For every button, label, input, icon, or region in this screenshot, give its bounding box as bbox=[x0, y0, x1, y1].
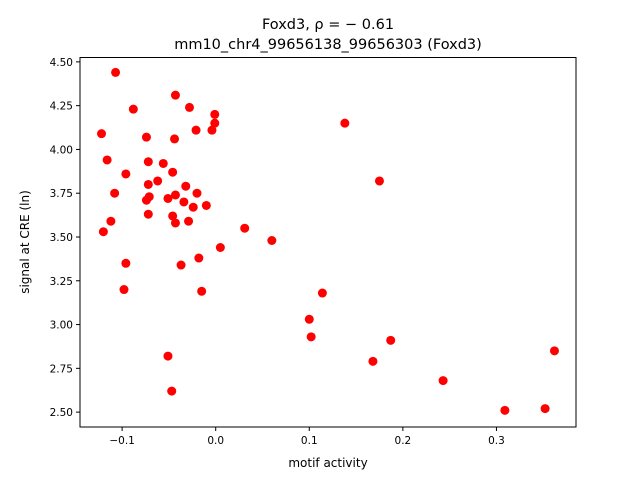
scatter-point bbox=[170, 218, 180, 228]
scatter-point bbox=[207, 125, 217, 135]
x-tick-label: 0.1 bbox=[301, 435, 318, 447]
scatter-point bbox=[368, 356, 378, 366]
y-tick-label: 4.50 bbox=[50, 57, 73, 69]
scatter-point bbox=[215, 243, 225, 253]
scatter-point bbox=[194, 253, 204, 263]
scatter-point bbox=[158, 158, 168, 168]
scatter-point bbox=[181, 181, 191, 191]
scatter-point bbox=[167, 386, 177, 396]
scatter-point bbox=[141, 195, 151, 205]
y-tick-label: 2.75 bbox=[50, 363, 73, 375]
scatter-point bbox=[500, 405, 510, 415]
scatter-point bbox=[306, 332, 316, 342]
scatter-point bbox=[97, 129, 107, 139]
scatter-point bbox=[143, 179, 153, 189]
scatter-point bbox=[438, 376, 448, 386]
scatter-point bbox=[102, 155, 112, 165]
scatter-point bbox=[179, 197, 189, 207]
scatter-point bbox=[111, 67, 121, 77]
x-tick-label: 0.0 bbox=[207, 435, 224, 447]
scatter-point bbox=[98, 227, 108, 237]
scatter-point bbox=[304, 314, 314, 324]
scatter-point bbox=[163, 193, 173, 203]
data-points bbox=[97, 67, 559, 415]
y-tick-label: 3.00 bbox=[50, 320, 73, 332]
scatter-point bbox=[170, 190, 180, 200]
x-axis-ticks: −0.1 0.0 0.1 0.2 0.3 bbox=[109, 427, 505, 447]
y-tick-label: 3.25 bbox=[50, 276, 73, 288]
y-tick-label: 4.00 bbox=[50, 144, 73, 156]
scatter-point bbox=[153, 176, 163, 186]
scatter-point bbox=[197, 286, 207, 296]
scatter-point bbox=[386, 335, 396, 345]
y-tick-label: 3.75 bbox=[50, 188, 73, 200]
x-tick-label: −0.1 bbox=[109, 435, 135, 447]
chart-title-line2: mm10_chr4_99656138_99656303 (Foxd3) bbox=[174, 37, 482, 53]
scatter-point bbox=[191, 125, 201, 135]
scatter-point bbox=[143, 157, 153, 167]
scatter-point bbox=[176, 260, 186, 270]
scatter-point bbox=[128, 104, 138, 114]
scatter-point bbox=[240, 223, 250, 233]
y-axis-label: signal at CRE (ln) bbox=[18, 190, 32, 294]
scatter-point bbox=[168, 211, 178, 221]
x-axis-label: motif activity bbox=[288, 456, 367, 470]
scatter-point bbox=[168, 167, 178, 177]
scatter-point bbox=[121, 258, 131, 268]
y-tick-label: 4.25 bbox=[50, 101, 73, 113]
scatter-point bbox=[143, 209, 153, 219]
scatter-point bbox=[192, 188, 202, 198]
scatter-point bbox=[163, 351, 173, 361]
scatter-point bbox=[106, 216, 116, 226]
scatter-point bbox=[184, 102, 194, 112]
chart-title-line1: Foxd3, ρ = − 0.61 bbox=[262, 17, 394, 33]
scatter-point bbox=[201, 200, 211, 210]
scatter-point bbox=[110, 188, 120, 198]
x-tick-label: 0.2 bbox=[395, 435, 412, 447]
scatter-point bbox=[184, 216, 194, 226]
scatter-point bbox=[170, 90, 180, 100]
scatter-point bbox=[170, 134, 180, 144]
y-axis-ticks: 2.50 2.75 3.00 3.25 3.50 3.75 4.00 4.25 4.50 bbox=[50, 57, 80, 419]
scatter-point bbox=[540, 404, 550, 414]
y-tick-label: 3.50 bbox=[50, 232, 73, 244]
scatter-point bbox=[188, 202, 198, 212]
scatter-point bbox=[549, 346, 559, 356]
y-tick-label: 2.50 bbox=[50, 407, 73, 419]
scatter-point bbox=[317, 288, 327, 298]
x-tick-label: 0.3 bbox=[488, 435, 505, 447]
scatter-point bbox=[119, 285, 129, 295]
scatter-point bbox=[267, 235, 277, 245]
scatter-point bbox=[210, 118, 220, 128]
scatter-point bbox=[141, 132, 151, 142]
scatter-point bbox=[374, 176, 384, 186]
scatter-point bbox=[210, 109, 220, 119]
scatter-point bbox=[121, 169, 131, 179]
scatter-point bbox=[340, 118, 350, 128]
plot-frame bbox=[79, 57, 577, 428]
